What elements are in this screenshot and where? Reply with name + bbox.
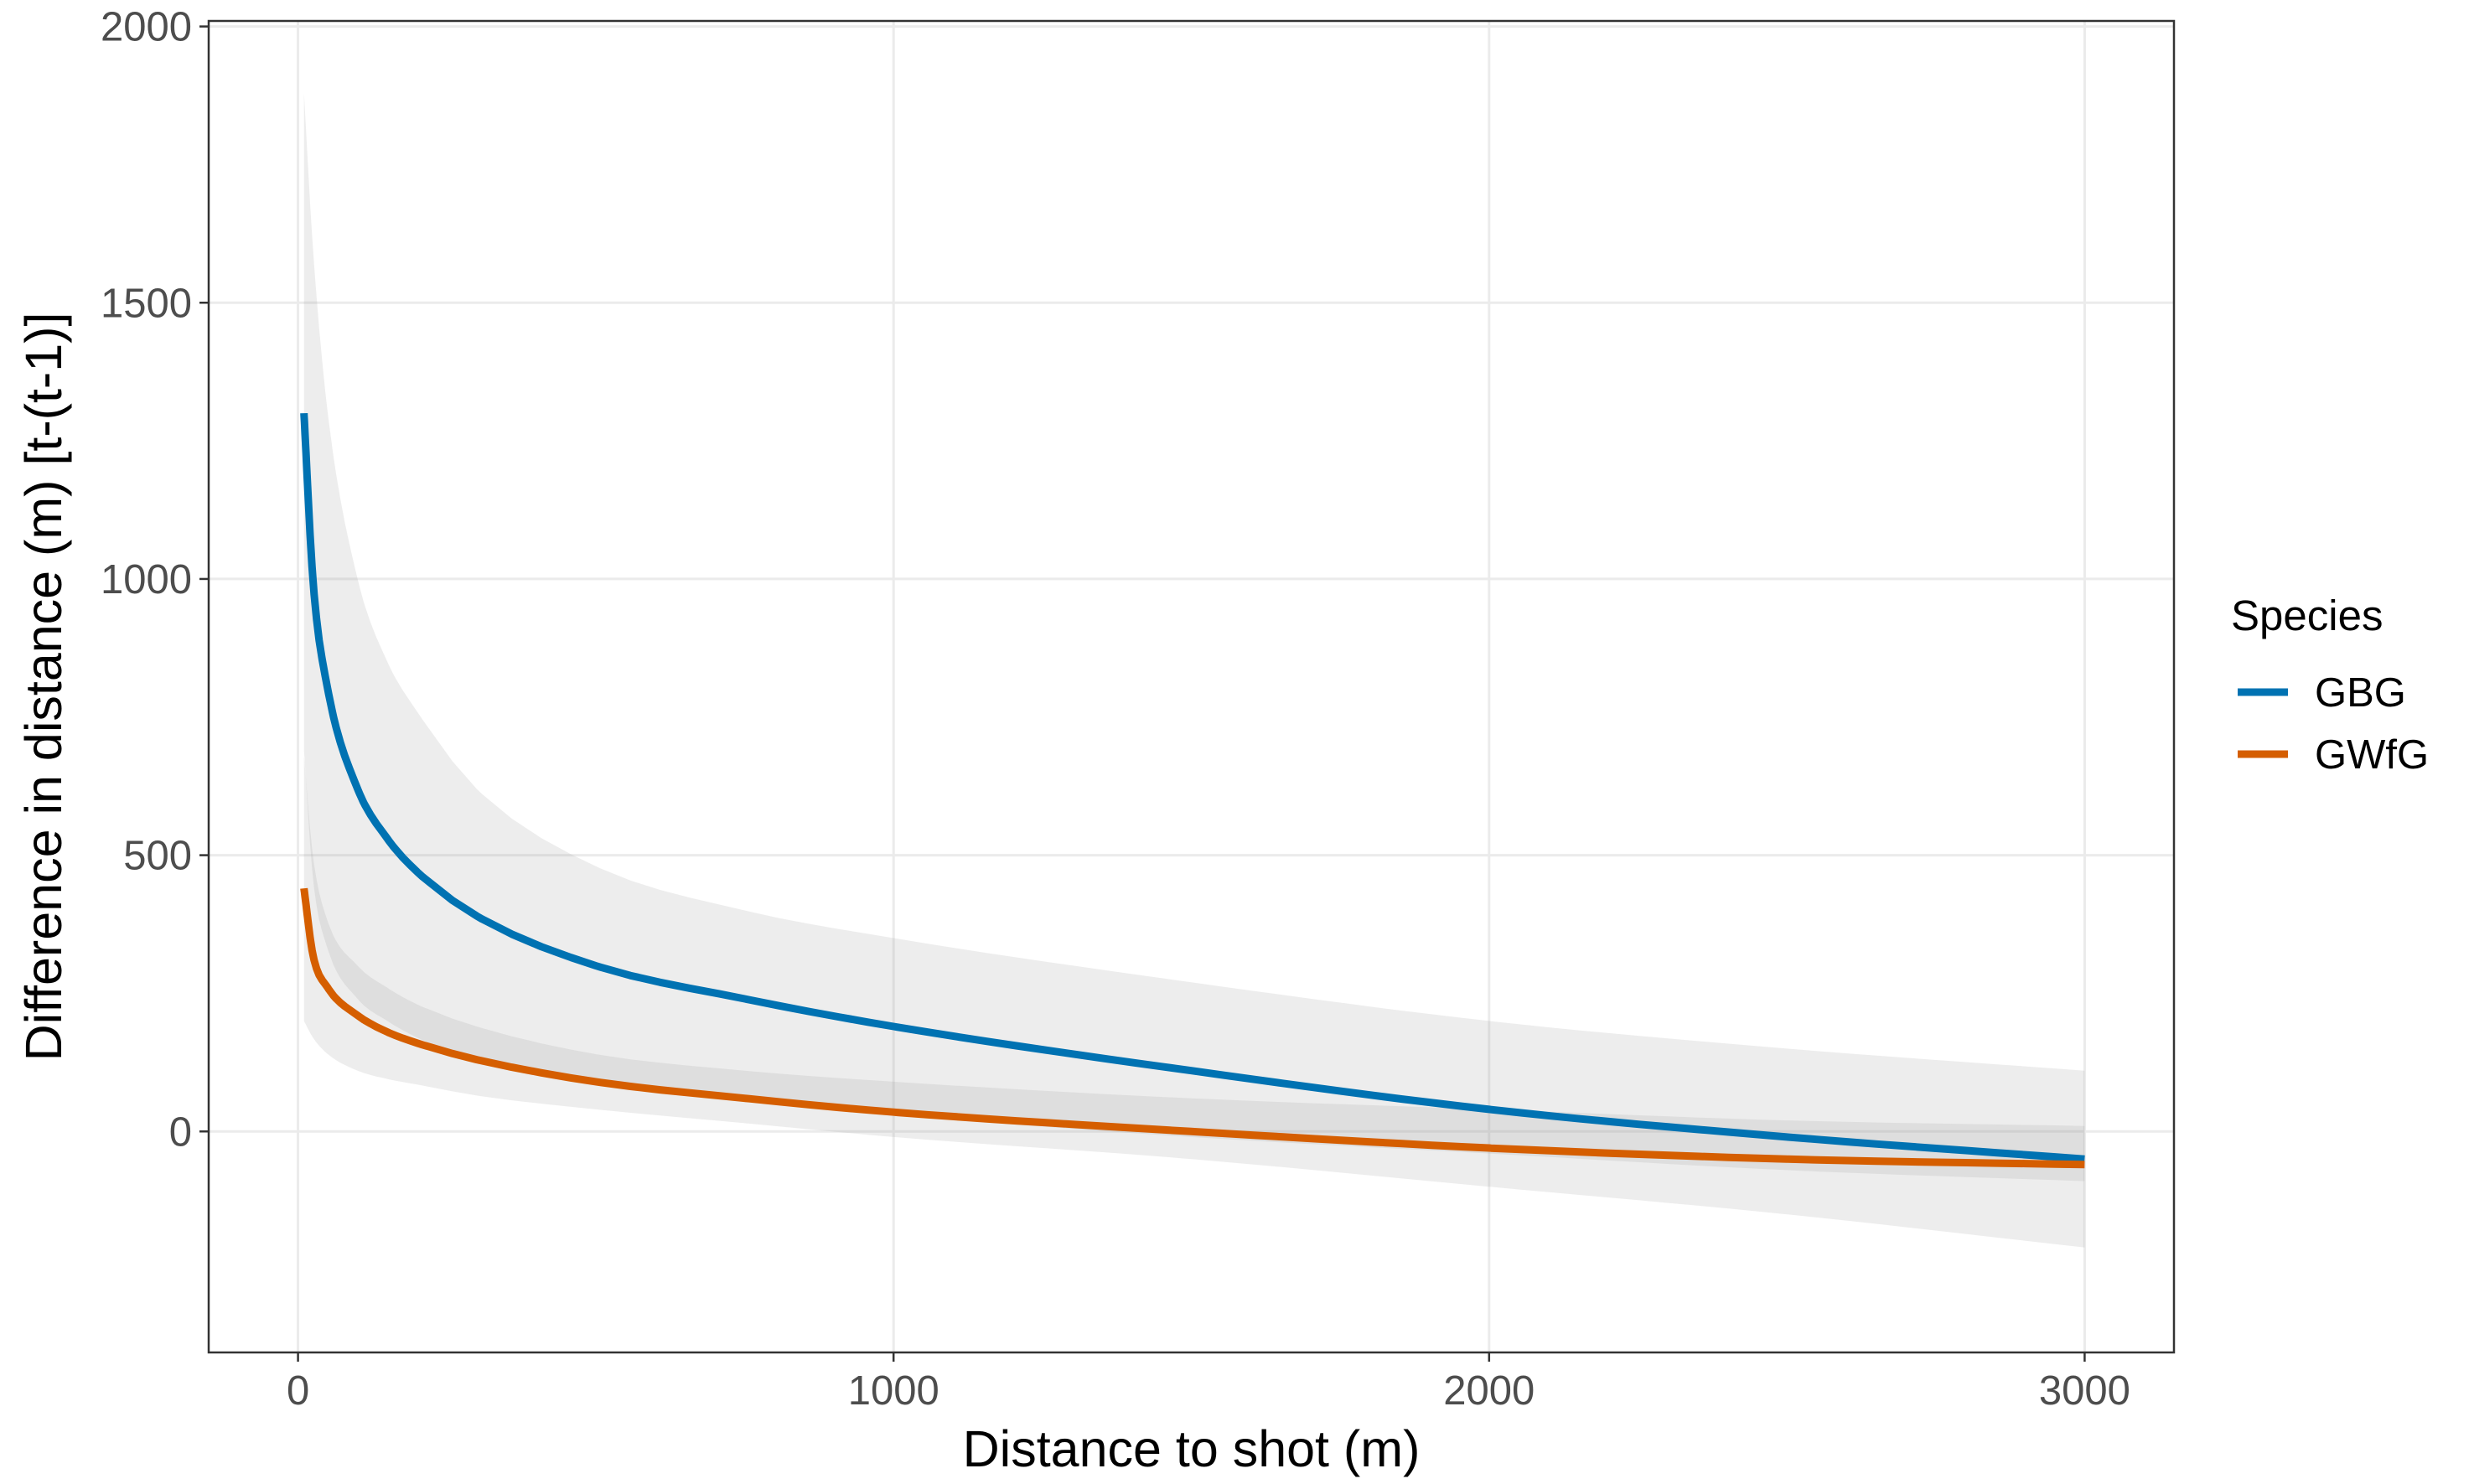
legend-label-gwfg: GWfG: [2315, 732, 2429, 778]
x-tick-label: 1000: [848, 1368, 939, 1414]
legend-item-gbg: GBG: [2238, 670, 2406, 716]
x-tick-label: 2000: [1443, 1368, 1535, 1414]
legend-title: Species: [2231, 592, 2383, 639]
series-lines: [300, 411, 2085, 1169]
series-line-gbg: [300, 411, 2085, 1163]
y-tick-label: 500: [123, 834, 192, 879]
grid-lines: [209, 21, 2174, 1352]
y-tick-label: 0: [169, 1109, 192, 1155]
legend: Species GBG GWfG: [2231, 592, 2429, 778]
x-axis-title: Distance to shot (m): [963, 1420, 1421, 1477]
y-tick-label: 2000: [101, 5, 192, 50]
x-tick-label: 0: [287, 1368, 309, 1414]
y-axis-title: Difference in distance (m) [t-(t-1)]: [15, 313, 72, 1062]
panel-border: [207, 19, 2176, 1354]
series-line-gwfg: [300, 885, 2085, 1169]
confidence-band-gbg: [303, 92, 2085, 1182]
y-tick-label: 1000: [101, 557, 192, 602]
x-tick-label: 3000: [2039, 1368, 2130, 1414]
y-tick-label: 1500: [101, 281, 192, 326]
legend-label-gbg: GBG: [2315, 670, 2406, 716]
legend-items: GBG GWfG: [2238, 670, 2429, 778]
axes: 0 1000 2000 3000 0 500 1000 1500 2000: [101, 5, 2130, 1414]
legend-item-gwfg: GWfG: [2238, 732, 2429, 778]
